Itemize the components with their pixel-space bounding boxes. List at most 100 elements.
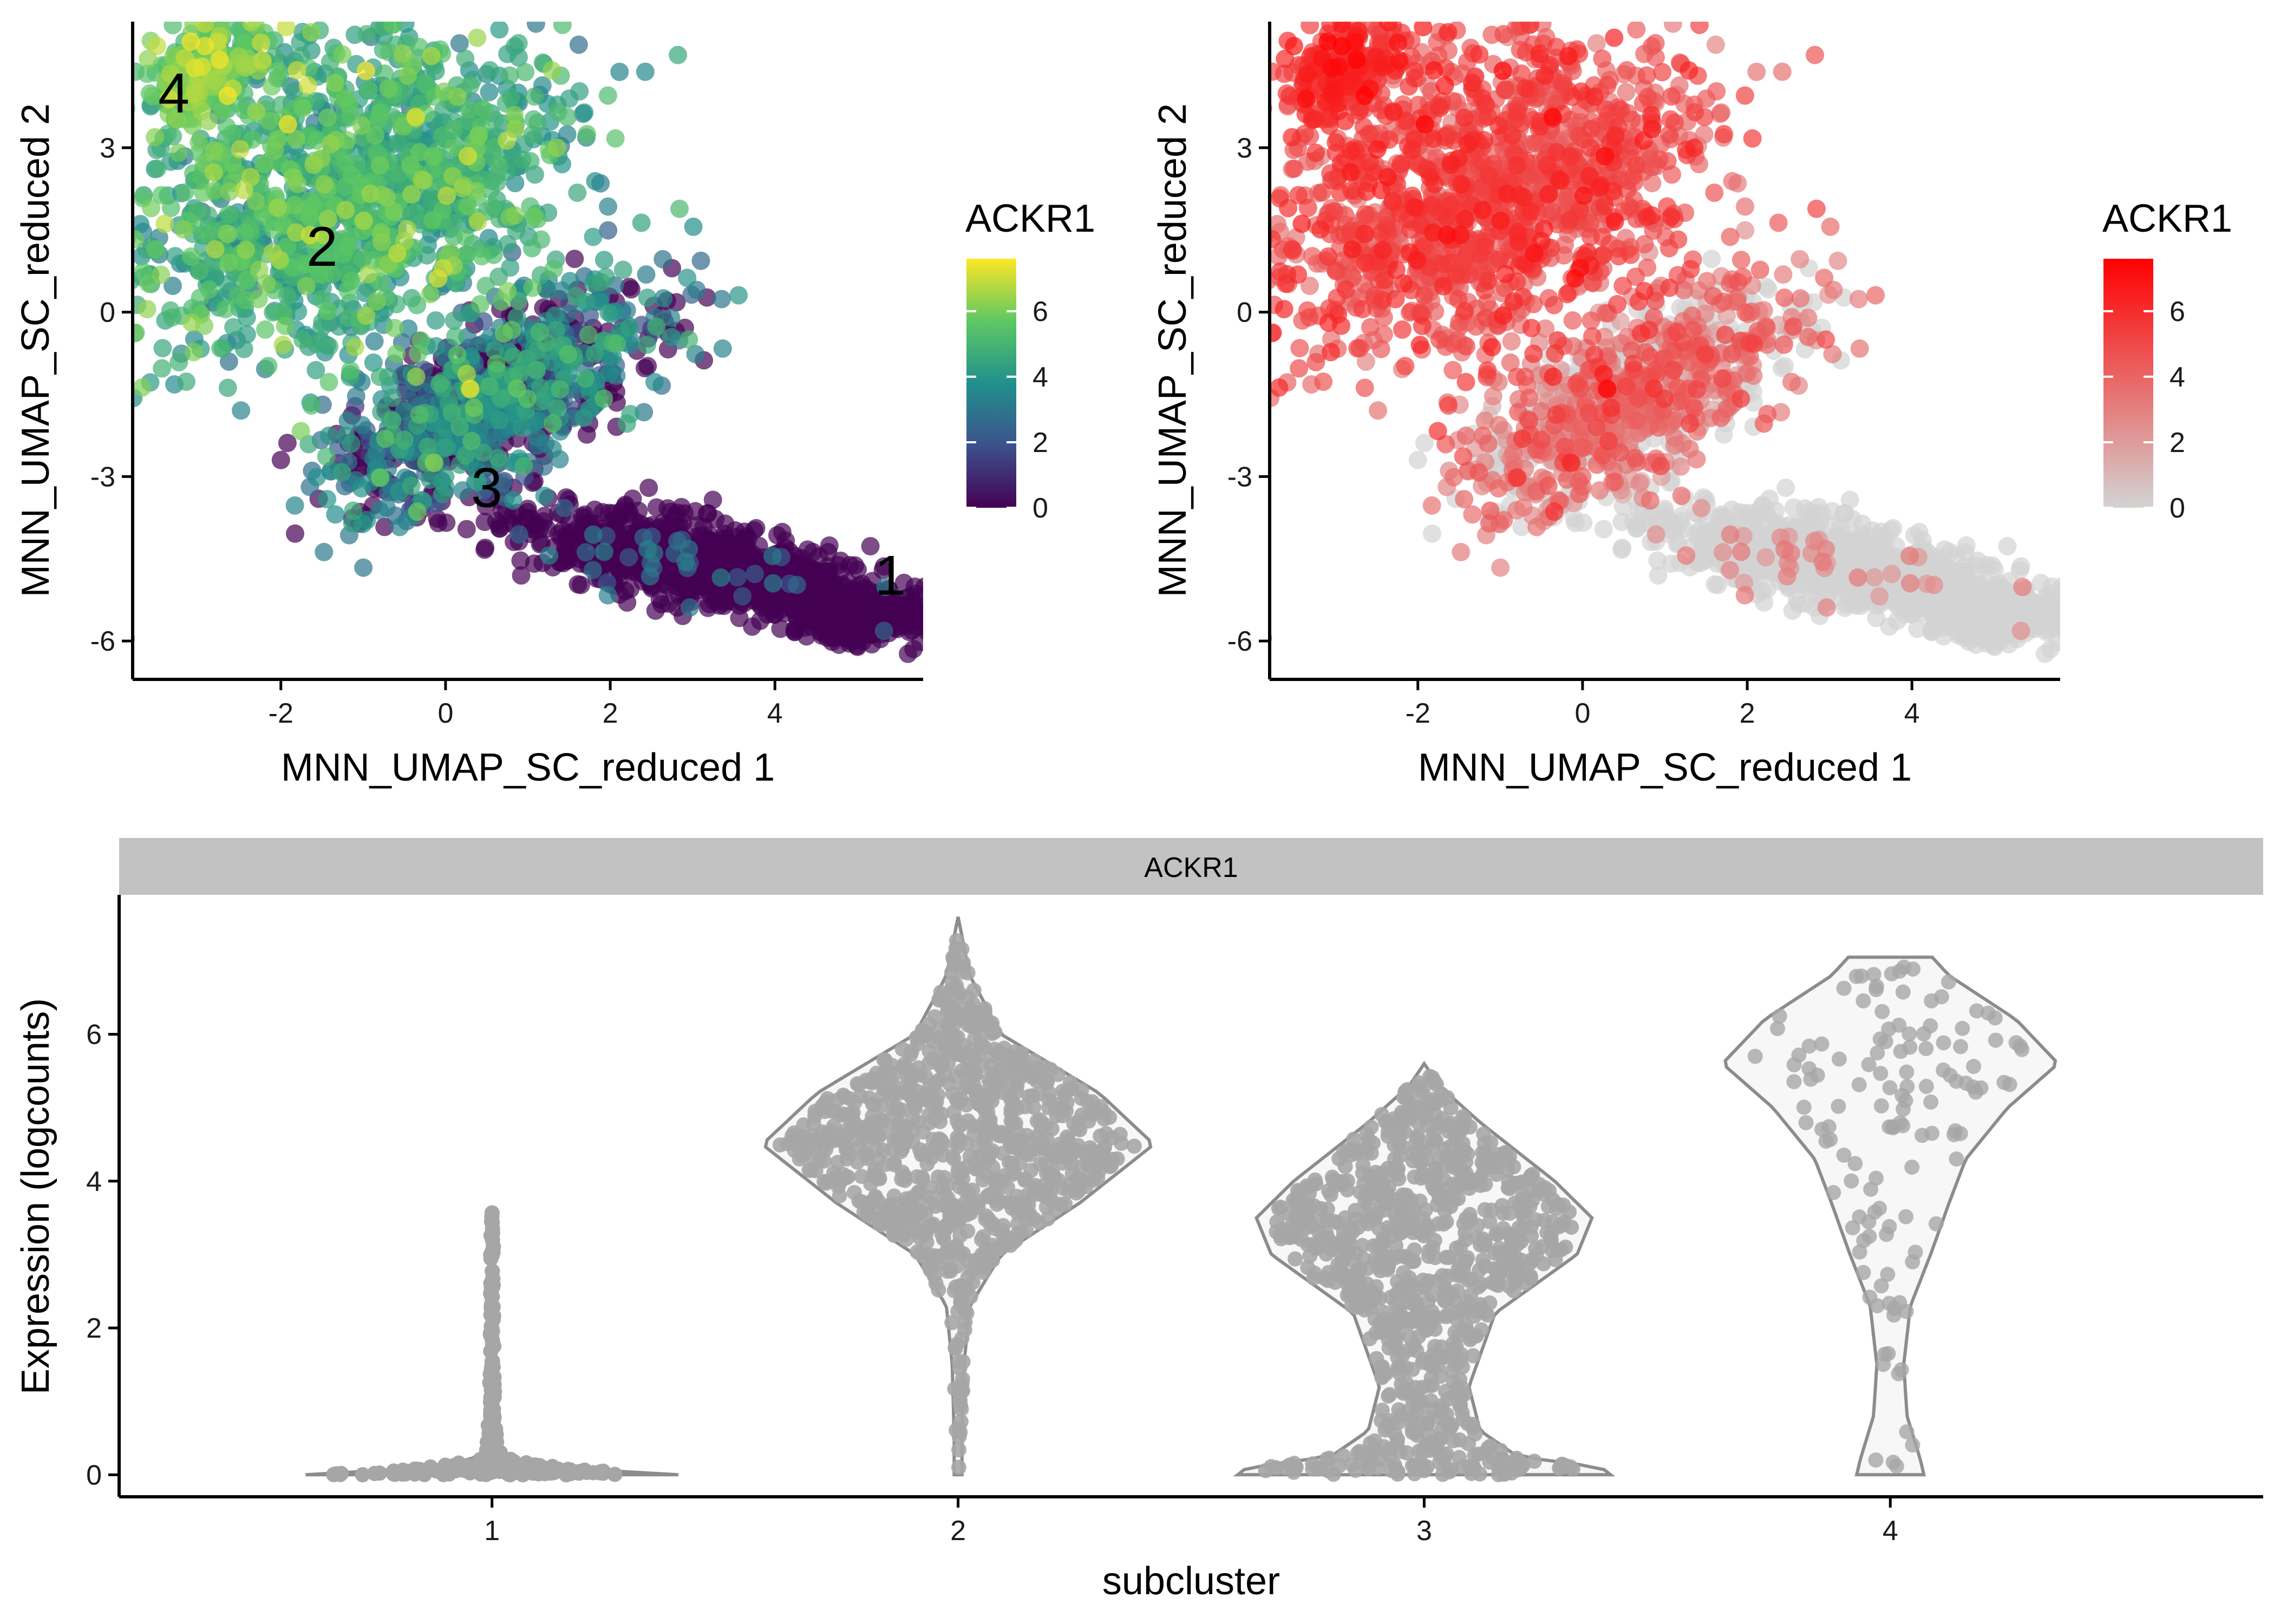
umap-point [1408, 450, 1427, 469]
umap-point [256, 320, 275, 339]
umap-point [332, 463, 351, 482]
umap-point [103, 258, 121, 277]
umap-point [317, 447, 336, 466]
y-axis-title: MNN_UMAP_SC_reduced 2 [14, 103, 57, 597]
umap-point [146, 240, 165, 259]
umap-point [66, 328, 84, 346]
umap-point [2112, 625, 2131, 643]
umap-point [153, 339, 172, 358]
umap-point [584, 561, 602, 580]
umap-point [181, 32, 200, 51]
umap-point [293, 99, 312, 117]
umap-point [293, 330, 312, 349]
x-axis-ticks: -2 0 2 4 [269, 679, 783, 729]
umap-point [521, 152, 540, 171]
umap-point [639, 479, 658, 497]
umap-point [679, 330, 698, 349]
umap-point [504, 491, 522, 510]
umap-point [84, 215, 103, 234]
umap-point [654, 250, 672, 269]
umap-point [670, 199, 689, 218]
umap-point [456, 49, 475, 68]
umap-point [232, 401, 251, 420]
umap-point [277, 22, 296, 37]
umap-point [81, 202, 99, 221]
umap-point [2063, 593, 2082, 611]
umap-point [476, 539, 495, 557]
umap-point [594, 389, 613, 408]
umap-point [598, 586, 617, 605]
umap-point [383, 22, 402, 34]
umap-point [713, 339, 732, 358]
umap-point [2031, 573, 2050, 592]
umap-point [371, 103, 390, 122]
umap-point [584, 525, 603, 544]
umap-point [393, 44, 412, 63]
umap-point [716, 514, 735, 533]
umap-point [174, 220, 193, 239]
umap-point [219, 225, 238, 244]
umap-point [490, 22, 509, 39]
umap-point [97, 214, 116, 232]
umap-point [490, 156, 508, 175]
umap-point [376, 429, 395, 448]
umap-point [387, 344, 406, 363]
umap-point [146, 128, 165, 147]
umap-point [252, 34, 271, 52]
umap-point [428, 509, 447, 528]
umap-point [341, 361, 360, 380]
umap-point [236, 58, 255, 77]
x-tick-label: 2 [603, 698, 618, 729]
legend-tick-label: 4 [1033, 362, 1048, 393]
umap-point [462, 431, 481, 450]
umap-point [555, 499, 574, 518]
umap-point [133, 323, 145, 342]
umap-point [949, 612, 968, 631]
umap-point [592, 273, 610, 292]
umap-point [273, 336, 292, 355]
umap-point [218, 86, 237, 105]
umap-point [102, 219, 121, 237]
umap-point [377, 498, 396, 517]
umap-point [645, 372, 664, 391]
umap-point [365, 332, 384, 351]
umap-point [265, 141, 284, 160]
umap-point [507, 379, 526, 398]
umap-point [771, 619, 790, 638]
x-axis-title: MNN_UMAP_SC_reduced 1 [281, 746, 775, 789]
umap-point [983, 626, 1002, 645]
umap-point [468, 28, 487, 47]
umap-point [152, 265, 171, 284]
umap-point [450, 418, 469, 436]
umap-point [894, 573, 913, 592]
umap-point [133, 230, 144, 248]
umap-point [433, 484, 452, 503]
umap-point [333, 45, 352, 64]
umap-point [430, 374, 449, 393]
umap-point [577, 543, 595, 562]
umap-point [426, 311, 445, 330]
umap-point [64, 225, 82, 243]
umap-point [453, 179, 472, 198]
umap-point [320, 337, 338, 356]
umap-point [219, 253, 238, 272]
umap-point [357, 306, 376, 325]
umap-point [738, 542, 757, 561]
umap-point [525, 207, 544, 226]
umap-point [559, 345, 578, 364]
umap-point [532, 230, 551, 249]
umap-point [763, 574, 782, 593]
umap-point [922, 590, 923, 598]
umap-point [987, 612, 1005, 631]
umap-point [236, 240, 255, 259]
umap-point [576, 369, 595, 388]
umap-point [2081, 624, 2099, 642]
umap-point [58, 312, 76, 330]
umap-point [93, 198, 112, 217]
umap-point [567, 287, 586, 306]
cluster-label: 4 [158, 62, 190, 125]
umap-point [249, 290, 268, 309]
umap-point [468, 212, 487, 231]
umap-point [565, 250, 584, 269]
umap-point [356, 61, 375, 80]
